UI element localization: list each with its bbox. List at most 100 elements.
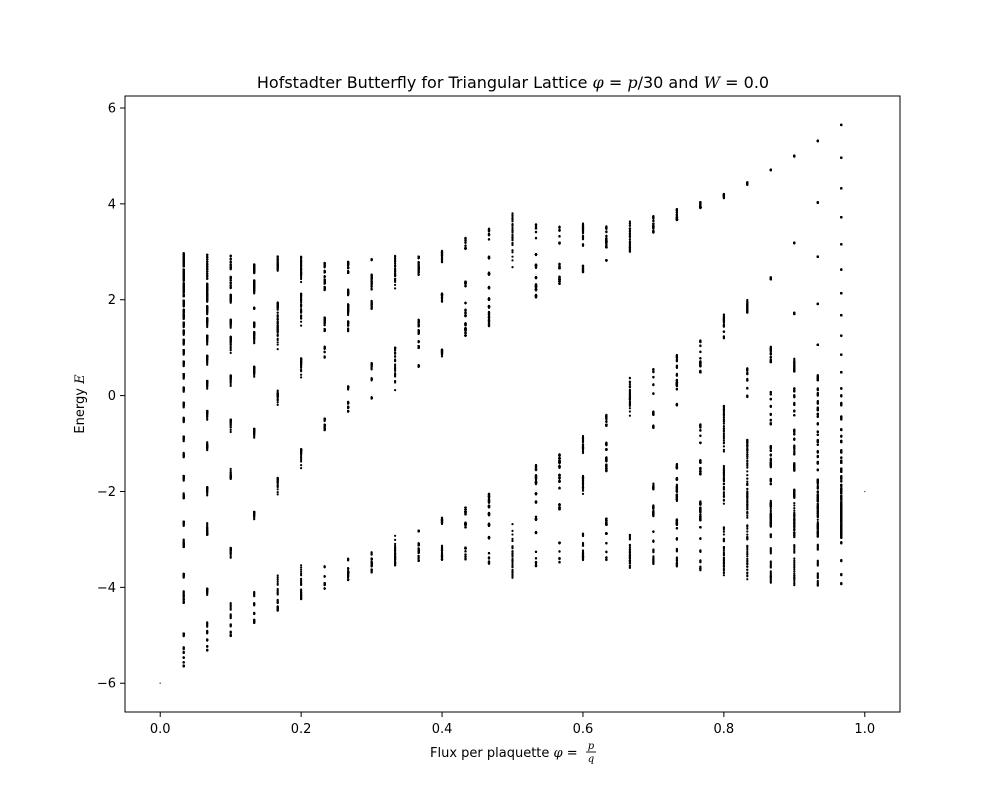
data-point [347, 305, 350, 308]
data-point [323, 424, 326, 427]
data-point [276, 582, 279, 585]
data-point [182, 650, 185, 654]
data-point [276, 315, 279, 318]
data-point [300, 358, 303, 361]
data-point [182, 265, 185, 268]
data-point [323, 587, 326, 590]
data-point [206, 358, 209, 361]
data-point [182, 279, 185, 282]
data-point [323, 262, 326, 265]
data-point [370, 258, 373, 261]
data-point [229, 374, 232, 377]
data-point [300, 373, 303, 376]
data-point [276, 580, 279, 583]
data-point [300, 366, 303, 369]
data-point [206, 272, 209, 275]
data-point [300, 314, 303, 318]
data-point [394, 560, 397, 564]
data-point [276, 348, 279, 351]
data-point [347, 388, 350, 391]
data-point [206, 648, 209, 651]
data-point [206, 412, 209, 415]
data-point [300, 362, 303, 365]
data-point [300, 324, 303, 327]
data-point [182, 541, 185, 544]
data-point [370, 557, 373, 560]
data-point [394, 273, 397, 276]
data-point [253, 375, 256, 378]
data-point [276, 261, 279, 265]
data-point [370, 363, 373, 367]
data-point [182, 661, 185, 664]
data-point [370, 551, 373, 554]
data-point [206, 265, 209, 268]
data-point [253, 602, 256, 605]
data-point [229, 258, 232, 261]
data-point [276, 488, 279, 491]
data-point [394, 352, 397, 355]
data-point [253, 514, 256, 518]
data-point [370, 397, 373, 400]
data-point [394, 267, 397, 270]
data-point [182, 664, 185, 667]
data-point [276, 491, 279, 494]
data-point [229, 281, 232, 284]
data-point [229, 467, 232, 470]
data-point [300, 276, 303, 279]
data-point [229, 430, 232, 434]
data-point [347, 567, 350, 570]
data-point [323, 565, 326, 568]
data-point [229, 556, 232, 559]
data-point [323, 575, 326, 578]
data-point [300, 568, 303, 571]
data-point [206, 322, 209, 325]
data-point [182, 590, 185, 593]
data-point [229, 279, 232, 282]
data-point [347, 410, 350, 413]
data-point [229, 419, 232, 423]
data-point [206, 593, 209, 597]
data-point [323, 583, 326, 587]
data-point [394, 355, 397, 358]
data-point [229, 473, 232, 476]
data-point [182, 386, 185, 389]
data-point [347, 327, 350, 330]
data-point [229, 382, 232, 386]
data-point [182, 600, 185, 603]
data-point [347, 402, 350, 405]
data-point [370, 560, 373, 563]
data-point [276, 576, 279, 579]
data-point [276, 321, 279, 324]
data-point [323, 289, 326, 292]
data-point [276, 318, 279, 321]
data-point [229, 547, 232, 550]
data-point [300, 311, 303, 314]
data-point [182, 305, 185, 308]
data-point [229, 264, 232, 267]
data-point [300, 317, 303, 320]
data-point [300, 458, 303, 461]
data-point [229, 471, 232, 474]
data-point [182, 656, 185, 659]
data-point [229, 380, 232, 383]
data-point [300, 309, 303, 312]
data-point [206, 258, 209, 261]
data-point [229, 266, 232, 269]
data-point [394, 363, 397, 366]
data-point [253, 430, 256, 433]
data-point [300, 376, 303, 379]
data-point [276, 477, 279, 480]
data-point [182, 646, 185, 649]
data-point [229, 277, 232, 280]
data-point [276, 493, 279, 496]
data-point [300, 588, 303, 591]
data-point [347, 575, 350, 578]
data-point [182, 322, 185, 325]
data-point [276, 395, 279, 398]
data-point [182, 576, 185, 579]
data-point [323, 280, 326, 283]
data-point [229, 428, 232, 431]
data-point [206, 260, 209, 263]
data-point [229, 295, 232, 298]
